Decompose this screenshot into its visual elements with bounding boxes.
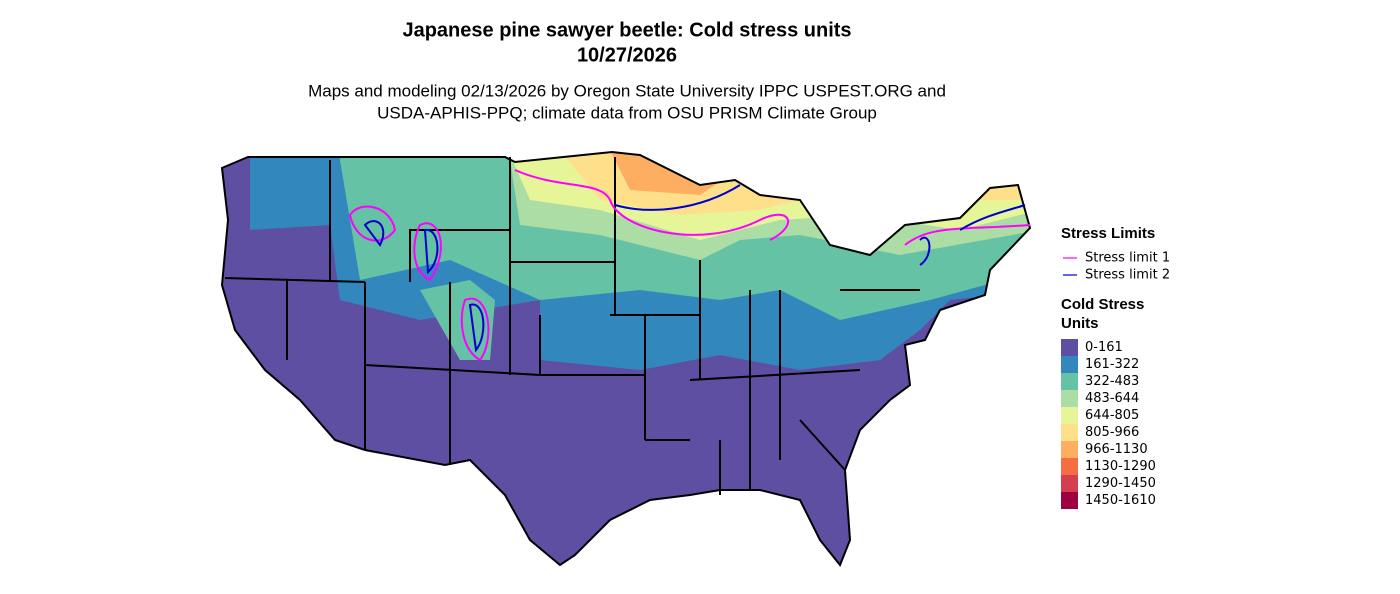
legend-swatch — [1061, 475, 1078, 492]
legend-swatch — [1061, 407, 1078, 424]
map-title: Japanese pine sawyer beetle: Cold stress… — [402, 19, 851, 41]
map-date: 10/27/2026 — [577, 44, 677, 66]
legend-title: Stress Limits — [1061, 225, 1155, 242]
legend-label: 322-483 — [1085, 374, 1139, 389]
legend-label: 966-1130 — [1085, 442, 1148, 457]
state-lines — [220, 150, 1032, 567]
subtitle: Maps and modeling 02/13/2026 by Oregon S… — [308, 81, 946, 100]
legend-label: 805-966 — [1085, 425, 1139, 440]
legend-swatch — [1061, 390, 1078, 407]
legend-title: Units — [1061, 315, 1099, 332]
legend-swatch — [1061, 424, 1078, 441]
legend-swatch — [1061, 373, 1078, 390]
legend-label: 644-805 — [1085, 408, 1139, 423]
legend-title: Cold Stress — [1061, 296, 1144, 313]
legend-swatch — [1061, 339, 1078, 356]
legend-label: 1450-1610 — [1085, 493, 1156, 508]
legend-label: 483-644 — [1085, 391, 1139, 406]
legend-swatch — [1061, 356, 1078, 373]
legend-swatch — [1061, 458, 1078, 475]
legend-swatch — [1061, 492, 1078, 509]
legend-swatch — [1061, 441, 1078, 458]
legend-label: 161-322 — [1085, 357, 1139, 372]
legend-label: Stress limit 2 — [1085, 268, 1170, 283]
legend-label: 0-161 — [1085, 340, 1123, 355]
subtitle: USDA-APHIS-PPQ; climate data from OSU PR… — [377, 103, 877, 122]
legend-label: Stress limit 1 — [1085, 251, 1170, 266]
legend-label: 1290-1450 — [1085, 476, 1156, 491]
legend-label: 1130-1290 — [1085, 459, 1156, 474]
legend: Stress limit 1 Stress limit 2 0-161 161-322… — [1061, 251, 1170, 509]
